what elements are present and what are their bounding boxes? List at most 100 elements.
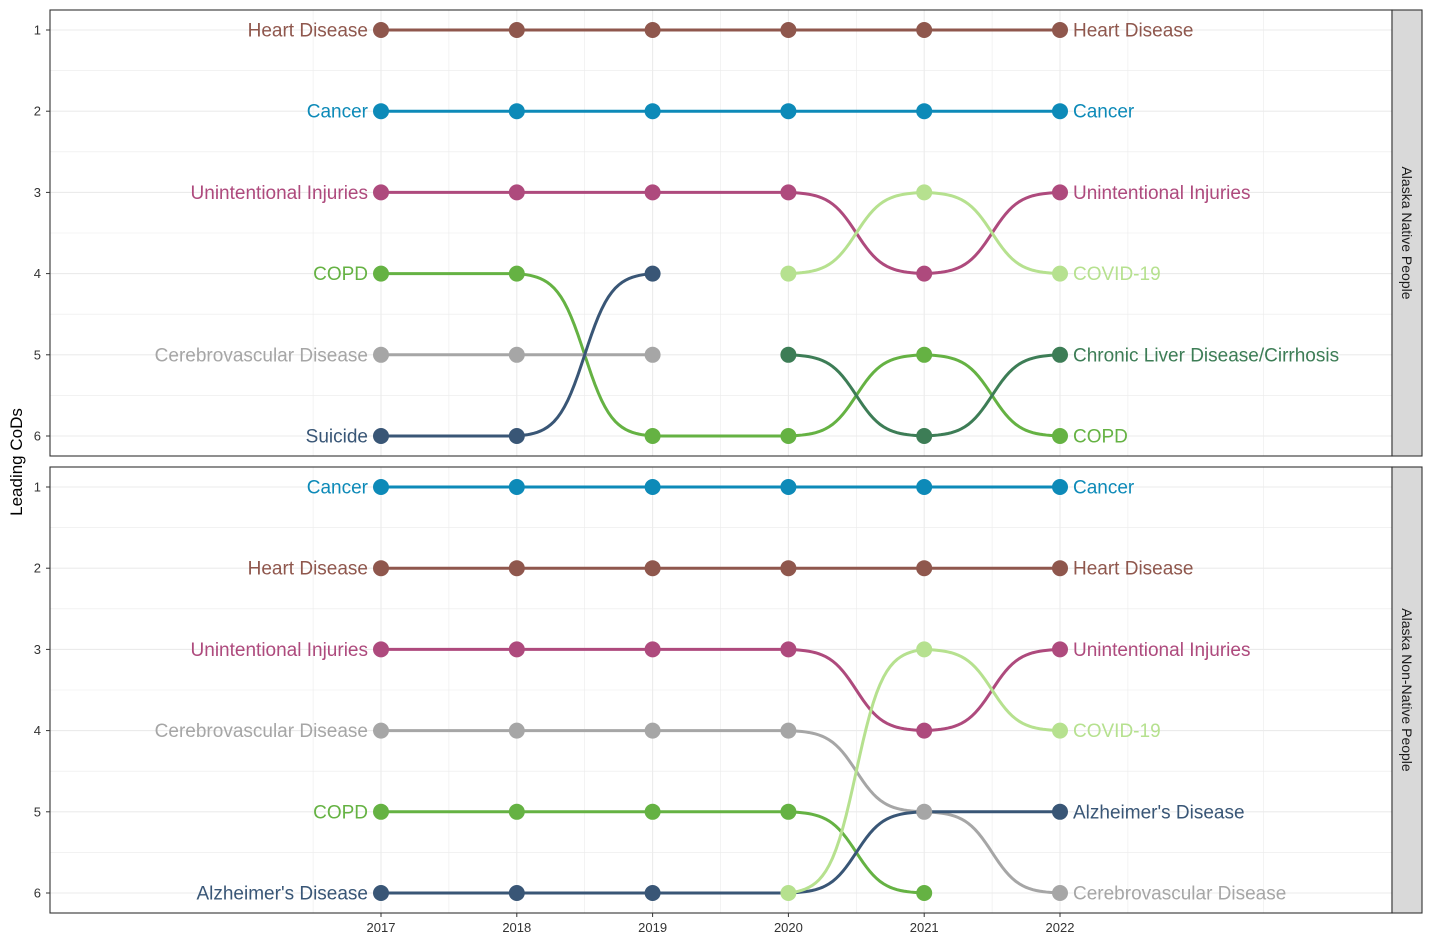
right-label-covid-19: COVID-19 — [1073, 721, 1161, 742]
point-alzheimer-s-disease-2018 — [508, 885, 525, 901]
point-unintentional-injuries-2021 — [916, 722, 933, 739]
point-unintentional-injuries-2020 — [780, 184, 797, 201]
point-heart-disease-2020 — [780, 22, 797, 38]
point-suicide-2019 — [644, 265, 661, 282]
point-unintentional-injuries-2022 — [1052, 641, 1068, 658]
point-heart-disease-2019 — [644, 22, 661, 38]
panel-alaska-native-people: 1 2 3 4 5 6 Heart Disease Heart Disease Cancer Ca… — [34, 9, 1423, 457]
point-cerebrovascular-disease-2020 — [780, 722, 797, 739]
point-unintentional-injuries-2022 — [1052, 184, 1068, 201]
x-tick-label: 2021 — [910, 920, 939, 935]
series-line-unintentional-injuries — [379, 190, 1062, 276]
left-label-copd: COPD — [313, 264, 368, 285]
point-covid-19-2022 — [1052, 722, 1068, 739]
facet-strip-label: Alaska Non-Native People — [1399, 608, 1415, 772]
right-label-cancer: Cancer — [1073, 102, 1135, 123]
right-label-cerebrovascular-disease: Cerebrovascular Disease — [1073, 884, 1286, 905]
y-tick-label: 6 — [34, 886, 41, 901]
x-tick-label: 2018 — [502, 920, 531, 935]
point-covid-19-2020 — [780, 265, 797, 282]
point-covid-19-2021 — [916, 184, 933, 201]
right-label-unintentional-injuries: Unintentional Injuries — [1073, 640, 1250, 661]
x-tick-label: 2017 — [367, 920, 396, 935]
point-unintentional-injuries-2018 — [508, 184, 525, 201]
point-cerebrovascular-disease-2017 — [373, 722, 389, 739]
point-alzheimer-s-disease-2017 — [373, 885, 389, 901]
point-alzheimer-s-disease-2022 — [1052, 803, 1068, 820]
y-tick-label: 6 — [34, 429, 41, 444]
y-tick-label: 1 — [34, 480, 41, 495]
series-lines — [379, 28, 1062, 438]
point-unintentional-injuries-2017 — [373, 641, 389, 658]
left-label-cerebrovascular-disease: Cerebrovascular Disease — [155, 721, 368, 742]
series-labels: Heart Disease Heart Disease Cancer Cancer Un… — [155, 21, 1339, 448]
x-tick-label: 2020 — [774, 920, 803, 935]
point-suicide-2017 — [373, 428, 389, 444]
right-label-heart-disease: Heart Disease — [1073, 559, 1193, 580]
point-copd-2020 — [780, 428, 797, 444]
point-cancer-2019 — [644, 103, 661, 120]
point-cerebrovascular-disease-2021 — [916, 803, 933, 820]
y-tick-label: 5 — [34, 804, 41, 819]
point-heart-disease-2021 — [916, 22, 933, 38]
point-copd-2018 — [508, 265, 525, 282]
point-chronic-liver-disease-cirrhosis-2020 — [780, 346, 797, 363]
point-heart-disease-2017 — [373, 560, 389, 577]
x-tick-label: 2019 — [638, 920, 667, 935]
facet-strip — [1391, 9, 1423, 457]
point-copd-2021 — [916, 346, 933, 363]
left-label-cancer: Cancer — [307, 102, 369, 123]
point-unintentional-injuries-2019 — [644, 184, 661, 201]
series-points — [373, 22, 1068, 444]
y-tick-label: 2 — [34, 104, 41, 119]
series-line-alzheimer-s-disease — [379, 810, 1062, 895]
point-cancer-2018 — [508, 103, 525, 120]
left-label-unintentional-injuries: Unintentional Injuries — [191, 640, 368, 661]
facet-strip-label: Alaska Native People — [1399, 166, 1415, 299]
series-line-cerebrovascular-disease — [379, 729, 1062, 895]
y-tick-label: 5 — [34, 347, 41, 362]
point-heart-disease-2019 — [644, 560, 661, 577]
y-tick-label: 3 — [34, 642, 41, 657]
point-cancer-2018 — [508, 479, 525, 495]
point-cerebrovascular-disease-2018 — [508, 722, 525, 739]
point-covid-19-2022 — [1052, 265, 1068, 282]
point-cerebrovascular-disease-2018 — [508, 346, 525, 363]
left-label-cerebrovascular-disease: Cerebrovascular Disease — [155, 345, 368, 366]
point-unintentional-injuries-2020 — [780, 641, 797, 658]
x-tick-label: 2022 — [1046, 920, 1075, 935]
point-copd-2018 — [508, 803, 525, 820]
point-heart-disease-2018 — [508, 560, 525, 577]
y-tick-label: 2 — [34, 561, 41, 576]
point-copd-2019 — [644, 803, 661, 820]
series-points — [373, 479, 1068, 901]
point-heart-disease-2018 — [508, 22, 525, 38]
point-heart-disease-2022 — [1052, 560, 1068, 577]
y-axis-title: Leading CoDs — [7, 408, 26, 516]
point-cancer-2021 — [916, 479, 933, 495]
point-covid-19-2020 — [780, 885, 797, 901]
right-label-chronic-liver-disease-cirrhosis: Chronic Liver Disease/Cirrhosis — [1073, 345, 1339, 366]
point-chronic-liver-disease-cirrhosis-2021 — [916, 428, 933, 444]
point-heart-disease-2022 — [1052, 22, 1068, 38]
y-tick-label: 4 — [34, 723, 41, 738]
point-cancer-2020 — [780, 479, 797, 495]
point-covid-19-2021 — [916, 641, 933, 658]
right-label-heart-disease: Heart Disease — [1073, 21, 1193, 42]
point-copd-2017 — [373, 265, 389, 282]
gridlines — [50, 467, 1392, 913]
series-line-unintentional-injuries — [379, 647, 1062, 733]
right-label-covid-19: COVID-19 — [1073, 264, 1161, 285]
point-copd-2020 — [780, 803, 797, 820]
point-suicide-2018 — [508, 428, 525, 444]
y-tick-label: 1 — [34, 23, 41, 38]
point-chronic-liver-disease-cirrhosis-2022 — [1052, 346, 1068, 363]
point-cerebrovascular-disease-2017 — [373, 346, 389, 363]
panel-alaska-non-native-people: 1 2 3 4 5 6 Cancer Cancer Heart Disease Heart Dis… — [34, 466, 1423, 935]
point-cancer-2021 — [916, 103, 933, 120]
point-unintentional-injuries-2021 — [916, 265, 933, 282]
point-cancer-2022 — [1052, 479, 1068, 495]
point-unintentional-injuries-2018 — [508, 641, 525, 658]
left-label-copd: COPD — [313, 802, 368, 823]
